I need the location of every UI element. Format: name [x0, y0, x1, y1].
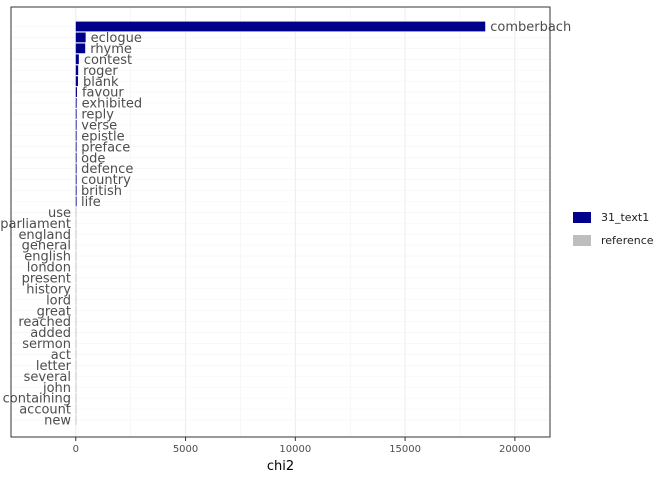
- bar-label: containing: [3, 392, 71, 407]
- bar-label: rhyme: [90, 42, 132, 57]
- bar-account: [75, 404, 77, 414]
- bar-great: [75, 305, 77, 316]
- x-tick-label: 5000: [173, 444, 198, 455]
- bar-label: present: [22, 271, 71, 286]
- bar-blank: [75, 76, 78, 87]
- legend-swatch: [573, 212, 591, 223]
- x-tick-label: 10000: [279, 444, 311, 455]
- bar-verse: [75, 119, 77, 130]
- bar-reply: [75, 109, 77, 119]
- bar-label: verse: [81, 118, 117, 133]
- legend-label: reference: [601, 234, 654, 247]
- bar-label: roger: [83, 64, 118, 79]
- bar-general: [75, 240, 77, 250]
- bar-english: [75, 251, 77, 261]
- bar-parliament: [75, 218, 77, 229]
- bar-label: country: [81, 173, 131, 188]
- bar-label: new: [44, 414, 71, 429]
- bar-epistle: [75, 130, 77, 141]
- bar-containing: [75, 393, 77, 404]
- bar-eclogue: [75, 32, 86, 43]
- bar-label: reply: [81, 108, 114, 123]
- bar-john: [75, 382, 77, 393]
- bar-several: [75, 371, 77, 382]
- bar-label: lord: [46, 293, 71, 308]
- legend: 31_text1 reference: [573, 206, 654, 252]
- x-tick-label: 20000: [499, 444, 531, 455]
- bar-defence: [75, 163, 77, 174]
- bar-label: contest: [84, 53, 132, 68]
- bar-contest: [75, 54, 79, 65]
- bar-new: [75, 415, 77, 425]
- bar-sermon: [75, 338, 77, 349]
- bar-label: letter: [36, 359, 72, 374]
- legend-item: 31_text1: [573, 206, 654, 229]
- bar-label: added: [30, 326, 71, 341]
- x-axis-title: chi2: [267, 459, 294, 474]
- x-axis: 0 5000 10000 15000 20000: [73, 437, 531, 455]
- bar-lord: [75, 294, 77, 305]
- bar-label: reached: [18, 315, 71, 330]
- bar-label: general: [22, 239, 71, 254]
- bar-comberbach: [75, 21, 486, 32]
- bars: [75, 21, 486, 425]
- bar-label: history: [26, 282, 71, 297]
- bar-label: great: [37, 304, 71, 319]
- bar-label: act: [51, 348, 71, 363]
- bar-ode: [75, 152, 77, 163]
- bar-letter: [75, 360, 77, 371]
- bar-use: [75, 207, 77, 218]
- grid-lines: [11, 7, 550, 437]
- bar-reached: [75, 316, 77, 327]
- legend-label: 31_text1: [601, 211, 650, 224]
- bar-exhibited: [75, 98, 77, 108]
- bar-country: [75, 174, 77, 185]
- bar-label: john: [42, 381, 71, 396]
- bar-label: sermon: [22, 337, 71, 352]
- x-tick-label: 0: [73, 444, 79, 455]
- bar-label: england: [18, 228, 71, 243]
- bar-british: [75, 185, 77, 196]
- bar-label: epistle: [81, 129, 124, 144]
- bar-label: exhibited: [82, 97, 143, 112]
- bar-rhyme: [75, 43, 86, 54]
- bar-label: parliament: [0, 217, 71, 232]
- legend-swatch: [573, 235, 591, 246]
- bar-england: [75, 229, 77, 240]
- bar-label: defence: [81, 162, 133, 177]
- bar-history: [75, 283, 77, 294]
- legend-item: reference: [573, 229, 654, 252]
- bar-favour: [75, 87, 77, 97]
- bar-london: [75, 262, 77, 272]
- bar-label: account: [19, 403, 71, 418]
- bar-label: preface: [81, 140, 130, 155]
- bar-label: comberbach: [490, 20, 571, 35]
- plot-panel: [10, 6, 551, 438]
- bar-label: ode: [81, 151, 105, 166]
- bar-label: several: [24, 370, 71, 385]
- bar-label: british: [81, 184, 122, 199]
- bar-label: favour: [82, 86, 124, 101]
- bar-preface: [75, 141, 77, 152]
- bar-added: [75, 327, 77, 338]
- bar-roger: [75, 65, 79, 76]
- bar-label: life: [81, 195, 101, 210]
- bar-present: [75, 272, 77, 283]
- bar-labels: comberbach ecloguerhymecontestrogerblankf…: [0, 20, 571, 428]
- bar-act: [75, 349, 77, 360]
- bar-label: blank: [83, 75, 119, 90]
- bar-label: london: [27, 261, 71, 276]
- bar-label: english: [24, 250, 71, 265]
- bar-life: [75, 196, 77, 207]
- x-tick-label: 15000: [389, 444, 421, 455]
- bar-label: use: [48, 206, 71, 221]
- bar-label: eclogue: [91, 31, 142, 46]
